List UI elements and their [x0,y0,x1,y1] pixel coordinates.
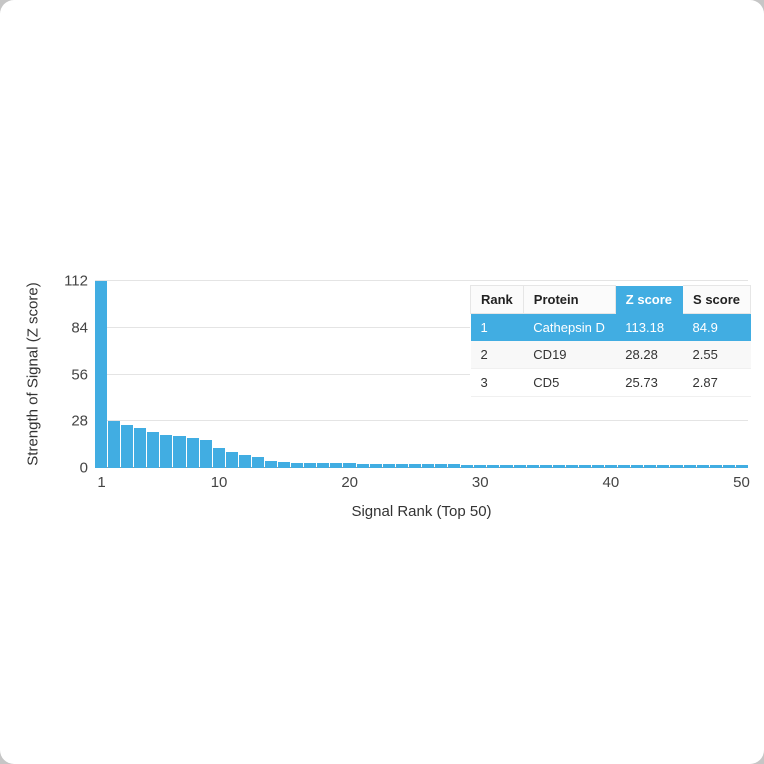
bar-rank-30 [474,464,487,468]
x-axis-title: Signal Rank (Top 50) [351,503,492,520]
y-tick-84: 84 [71,319,88,337]
bar-rank-11 [225,452,238,468]
bar-rank-46 [683,465,696,468]
x-tick-20: 20 [341,474,358,491]
y-tick-112: 112 [64,272,88,290]
y-tick-labels: 0 28 56 84 112 [40,273,88,477]
bar-rank-38 [578,465,591,468]
table-row-3[interactable]: 3 CD5 25.73 2.87 [470,368,751,397]
header-s-score: S score [682,285,752,314]
bar-rank-25 [408,464,421,468]
bar-rank-19 [330,463,343,468]
bar-rank-5 [147,432,160,468]
x-tick-10: 10 [210,474,228,491]
y-axis-title: Strength of Signal (Z score) [24,282,42,466]
bar-rank-3 [121,425,134,468]
gridline-y-84 [95,326,748,328]
bar-rank-37 [565,464,578,468]
bar-rank-50 [735,465,748,468]
bar-rank-27 [435,464,448,468]
cell-s-score: 2.87 [682,368,751,397]
bar-rank-35 [539,464,552,468]
x-tick-labels: 1 10 20 30 40 50 [95,474,750,494]
table-row-1[interactable]: 1 Cathepsin D 113.18 84.9 [470,313,751,341]
bar-rank-17 [304,462,317,468]
bar-rank-20 [343,463,356,468]
bar-rank-41 [618,465,631,468]
bar-rank-33 [513,464,526,468]
bar-rank-4 [134,428,147,468]
gridline-y-28 [95,420,748,422]
bar-rank-42 [631,465,644,468]
bar-rank-32 [500,464,513,468]
bar-rank-43 [644,465,657,468]
bar-rank-8 [186,438,199,468]
bar-rank-12 [238,455,251,468]
bar-rank-45 [670,465,683,468]
bar-rank-9 [199,440,212,468]
bar-rank-39 [591,465,605,468]
bar-rank-28 [448,464,461,468]
bar-rank-14 [265,461,278,468]
bar-rank-24 [395,464,408,468]
gridline-y-56 [95,373,748,375]
bar-rank-26 [421,464,435,468]
cell-s-score: 84.9 [682,313,751,341]
cell-protein: CD5 [523,368,616,397]
bar-rank-18 [317,463,330,468]
bar-rank-23 [382,464,395,468]
x-tick-1: 1 [97,474,106,491]
bar-rank-16 [291,462,304,468]
gridline-y-112 [95,280,748,281]
bar-rank-21 [356,463,369,468]
bar-rank-22 [369,463,382,468]
cell-protein: Cathepsin D [523,313,616,341]
bar-rank-40 [605,465,618,468]
x-tick-40: 40 [602,474,620,491]
bar-rank-36 [552,464,565,468]
bar-rank-7 [173,436,186,468]
bar-rank-6 [160,435,173,468]
table-header-row: Rank Protein Z score S score [470,285,752,314]
y-tick-0: 0 [79,459,88,477]
y-tick-56: 56 [71,366,88,383]
cell-protein: CD19 [523,341,616,369]
bars-layer [95,281,748,468]
bar-rank-31 [487,464,500,468]
bar-rank-49 [722,465,735,468]
bar-rank-2 [108,420,121,468]
bar-rank-34 [526,464,539,468]
cell-rank: 3 [470,368,524,397]
cell-rank: 2 [470,341,524,369]
results-table: Rank Protein Z score S score 1 Cathepsin… [470,285,752,397]
bar-rank-10 [212,448,225,468]
table-row-2[interactable]: 2 CD19 28.28 2.55 [470,341,751,369]
bar-rank-48 [709,465,722,468]
y-tick-28: 28 [71,412,88,430]
x-tick-50: 50 [733,474,750,491]
bar-rank-47 [696,465,709,468]
bar-rank-15 [278,462,291,468]
header-rank: Rank [470,285,524,314]
bar-rank-29 [461,464,474,468]
header-protein: Protein [522,285,616,314]
gridlines-layer [95,280,748,468]
header-z-score: Z score [615,285,683,314]
x-tick-30: 30 [471,474,489,491]
gridline-y-0 [95,467,748,468]
plot-area [95,280,748,468]
bar-rank-44 [657,465,670,468]
cell-z-score: 28.28 [615,341,683,369]
cell-z-score: 25.73 [615,368,683,397]
cell-rank: 1 [470,313,524,341]
cell-z-score: 113.18 [615,313,683,341]
bar-rank-13 [251,457,265,468]
bar-rank-1 [95,281,108,468]
cell-s-score: 2.55 [682,341,751,369]
